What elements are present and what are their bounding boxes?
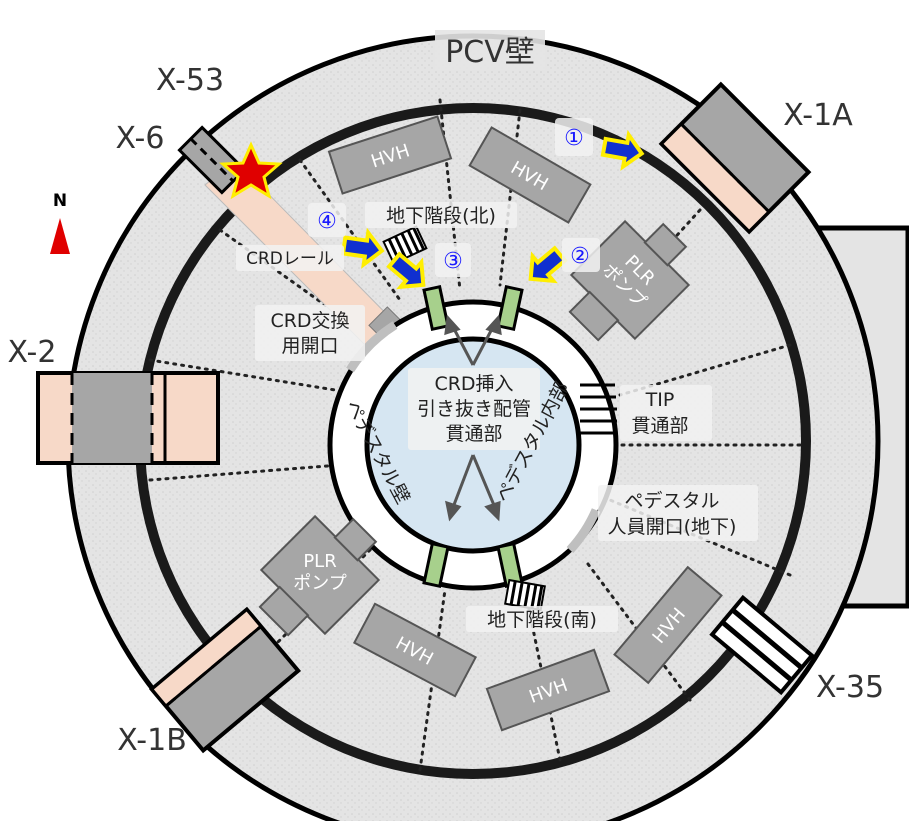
crd-exchange-label-2: 用開口	[281, 335, 338, 357]
arrow-icon	[386, 251, 426, 290]
tip-label-2: 貫通部	[631, 415, 688, 437]
crd-exchange-label-1: CRD交換	[270, 310, 349, 332]
penetration-x35	[709, 594, 815, 696]
tip-penetration-lines	[580, 383, 617, 435]
route-marker-2: ②	[570, 244, 590, 269]
penetration-x2	[36, 371, 220, 465]
crd-insert-label-1: CRD挿入	[434, 373, 513, 395]
route-marker-1: ①	[564, 126, 584, 151]
penetration-x1a	[658, 81, 812, 235]
crd-insert-label-2: 引き抜き配管	[417, 398, 531, 420]
stairs-north-icon	[382, 225, 428, 265]
plr-label: PLR	[303, 551, 336, 572]
x6-label: X-6	[116, 121, 165, 156]
pedestal-opening-label-1: ペデスタル	[624, 490, 719, 512]
crd-insert-label-3: 貫通部	[445, 423, 502, 445]
plr-pump-north: PLR ポンプ	[568, 219, 691, 342]
pump-label: ポンプ	[293, 573, 346, 594]
x1b-label: X-1B	[117, 723, 187, 758]
x53-label: X-53	[156, 63, 224, 98]
tip-label-1: TIP	[645, 389, 675, 411]
crd-rail-label: CRDレール	[246, 249, 334, 269]
north-label: N	[53, 191, 67, 211]
x35-label: X-35	[816, 670, 884, 705]
stairs-north-label: 地下階段(北)	[386, 205, 496, 227]
route-arrow-4	[340, 227, 385, 269]
plr-pump-south: PLR ポンプ	[258, 514, 381, 637]
penetration-x1b	[148, 606, 302, 754]
x2-label: X-2	[8, 335, 57, 370]
arrow-icon	[600, 129, 645, 171]
arrow-icon	[528, 245, 568, 284]
star-icon	[219, 141, 283, 200]
penetration-x6-x53	[177, 125, 247, 195]
hvh-unit-4: HVH	[485, 648, 611, 732]
hvh-unit-2: HVH	[468, 126, 592, 224]
grating-bottom-left	[422, 541, 450, 589]
route-arrow-2	[528, 245, 568, 284]
route-marker-4: ④	[317, 209, 337, 234]
route-arrow-3	[386, 251, 426, 290]
grating-top-left	[422, 284, 450, 332]
hvh-unit-3: HVH	[352, 602, 478, 698]
grating-top-right	[496, 284, 524, 332]
route-arrow-1	[600, 129, 645, 171]
hvh-unit-5: HVH	[613, 565, 723, 685]
route-marker-3: ③	[443, 249, 463, 274]
stairs-south-label: 地下階段(南)	[487, 609, 597, 631]
hvh-unit-1: HVH	[327, 115, 453, 195]
stairs-south-icon	[504, 578, 546, 612]
arrow-icon	[340, 227, 385, 269]
pedestal-opening-label-2: 人員開口(地下)	[608, 516, 737, 538]
crd-arrows	[444, 314, 502, 522]
x1a-label: X-1A	[783, 98, 853, 133]
pcv-wall-title-group: PCV壁	[435, 30, 545, 70]
north-arrow-icon: N	[50, 191, 70, 254]
pcv-wall-title: PCV壁	[445, 35, 535, 70]
